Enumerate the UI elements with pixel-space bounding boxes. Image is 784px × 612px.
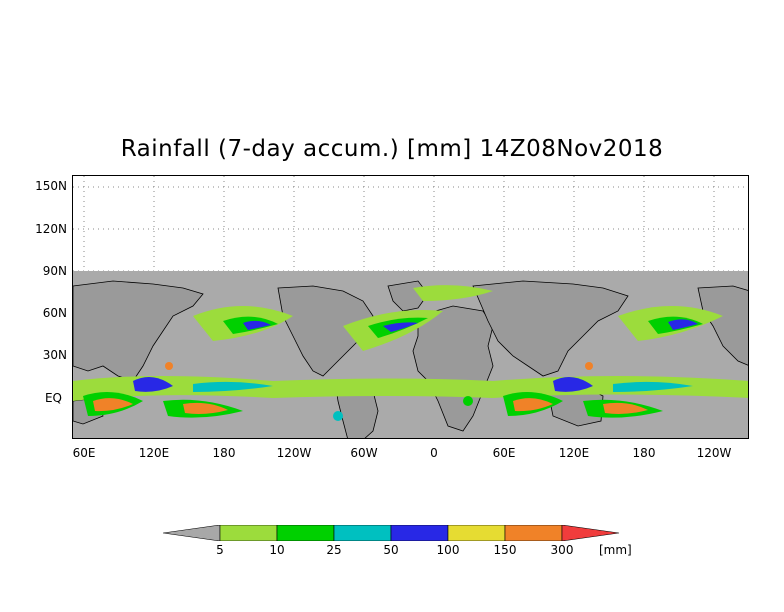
colorbar-bin-3 [333, 525, 392, 541]
colorbar-bin-4 [390, 525, 449, 541]
x-label-60e: 60E [72, 446, 96, 460]
gridlines [73, 176, 748, 272]
colorbar-bin-2 [276, 525, 335, 541]
rainfall-map [73, 176, 748, 438]
y-label-30n: 30N [42, 348, 67, 362]
colorbar-label-300: 300 [550, 543, 574, 557]
colorbar-bin-6 [504, 525, 563, 541]
x-label-120e-2: 120E [558, 446, 590, 460]
y-label-90n: 90N [42, 264, 67, 278]
x-label-0: 0 [430, 446, 438, 460]
x-label-180-2: 180 [632, 446, 656, 460]
colorbar-label-100: 100 [436, 543, 460, 557]
colorbar-right-arrow [561, 525, 620, 541]
colorbar [163, 525, 620, 541]
x-label-120w: 120W [276, 446, 312, 460]
y-label-150n: 150N [35, 179, 67, 193]
x-label-120e: 120E [138, 446, 170, 460]
colorbar-bin-1 [219, 525, 278, 541]
x-label-180: 180 [212, 446, 236, 460]
x-label-60w: 60W [350, 446, 378, 460]
rainfall-field [73, 285, 748, 421]
y-label-120n: 120N [35, 222, 67, 236]
colorbar-label-10: 10 [269, 543, 285, 557]
y-label-eq: EQ [44, 391, 62, 405]
x-label-120w-2: 120W [696, 446, 732, 460]
map-title: Rainfall (7-day accum.) [mm] 14Z08Nov201… [120, 136, 664, 162]
colorbar-left-arrow [163, 525, 221, 541]
colorbar-unit: [mm] [599, 543, 632, 557]
colorbar-label-5: 5 [216, 543, 224, 557]
x-label-60e-2: 60E [492, 446, 516, 460]
map-plot-area [72, 175, 749, 439]
colorbar-label-150: 150 [493, 543, 517, 557]
colorbar-label-25: 25 [326, 543, 342, 557]
colorbar-bin-5 [447, 525, 506, 541]
y-label-60n: 60N [42, 306, 67, 320]
colorbar-label-50: 50 [383, 543, 399, 557]
